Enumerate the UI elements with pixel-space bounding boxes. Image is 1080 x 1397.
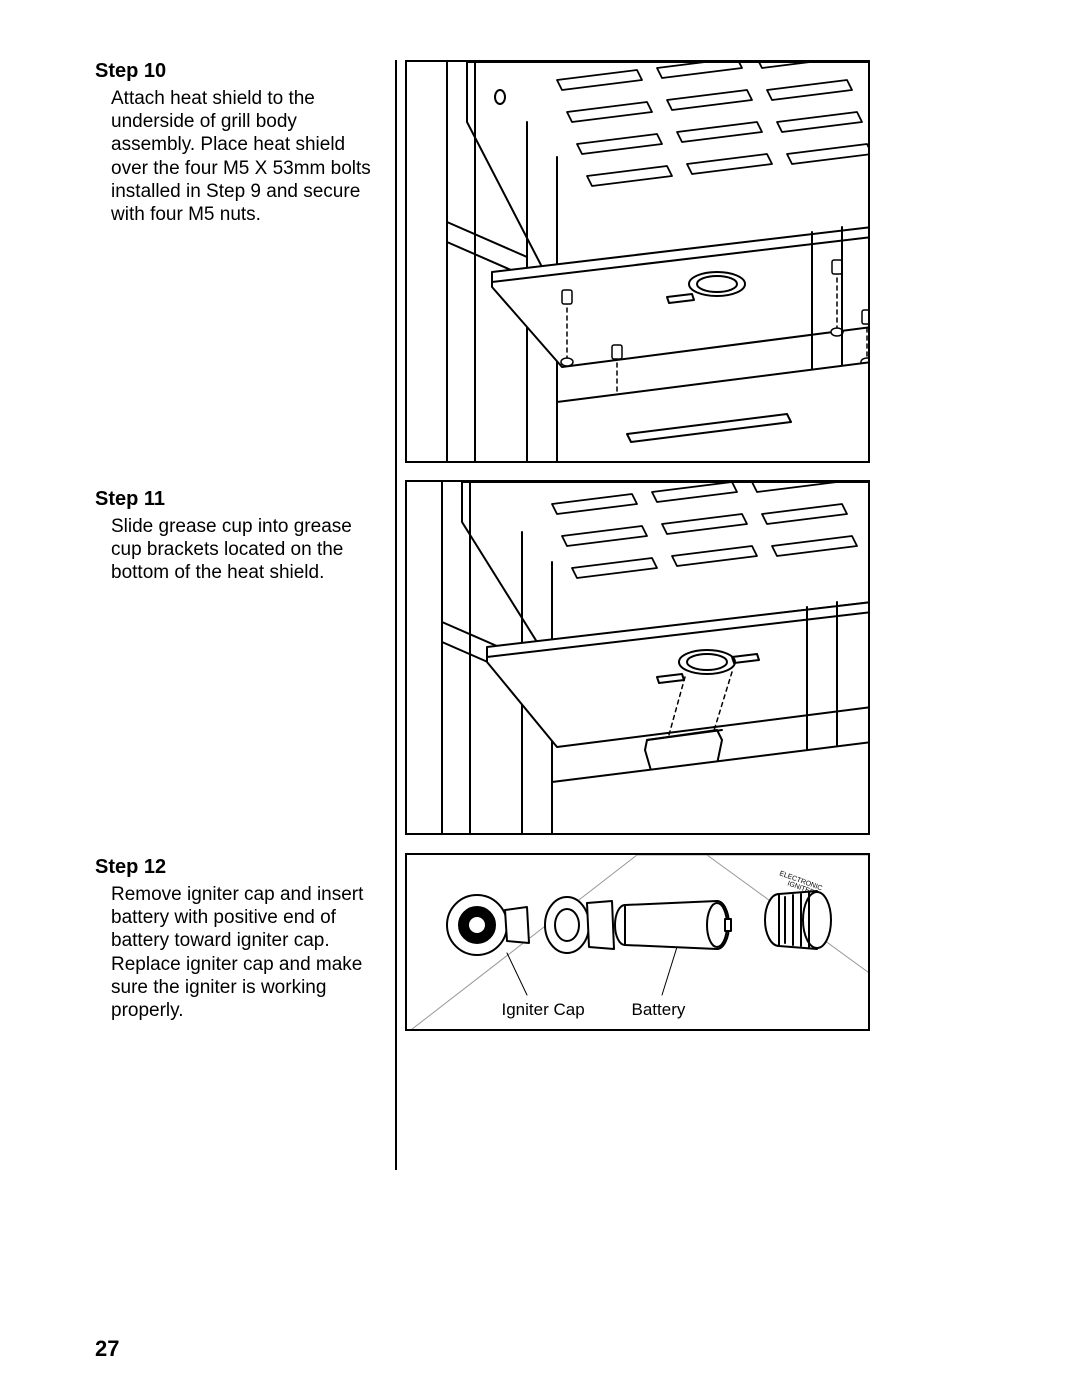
diagram-heat-shield-attach xyxy=(407,62,870,463)
figure-column: ELECTRONIC IGNITER Igniter Cap Battery xyxy=(405,60,986,1170)
label-igniter-cap: Igniter Cap xyxy=(502,1000,585,1020)
content-columns: Step 10 Attach heat shield to the unders… xyxy=(95,60,985,1170)
step-11-body: Slide grease cup into grease cup bracket… xyxy=(95,515,375,585)
manual-page: Step 10 Attach heat shield to the unders… xyxy=(0,0,1080,1397)
step-11-block: Step 11 Slide grease cup into grease cup… xyxy=(95,488,375,585)
diagram-grease-cup xyxy=(407,482,870,835)
step-10-block: Step 10 Attach heat shield to the unders… xyxy=(95,60,375,226)
figure-step11 xyxy=(405,480,870,835)
figure-step12: ELECTRONIC IGNITER Igniter Cap Battery xyxy=(405,853,870,1031)
text-column: Step 10 Attach heat shield to the unders… xyxy=(95,60,395,1170)
column-divider xyxy=(395,60,397,1170)
step-10-title: Step 10 xyxy=(95,60,375,83)
step-11-title: Step 11 xyxy=(95,488,375,511)
step-12-block: Step 12 Remove igniter cap and insert ba… xyxy=(95,856,375,1022)
page-number: 27 xyxy=(95,1336,119,1362)
step-12-body: Remove igniter cap and insert battery wi… xyxy=(95,883,375,1022)
step-12-title: Step 12 xyxy=(95,856,375,879)
figure-step10 xyxy=(405,60,870,463)
label-battery: Battery xyxy=(632,1000,686,1020)
step-10-body: Attach heat shield to the underside of g… xyxy=(95,87,375,226)
